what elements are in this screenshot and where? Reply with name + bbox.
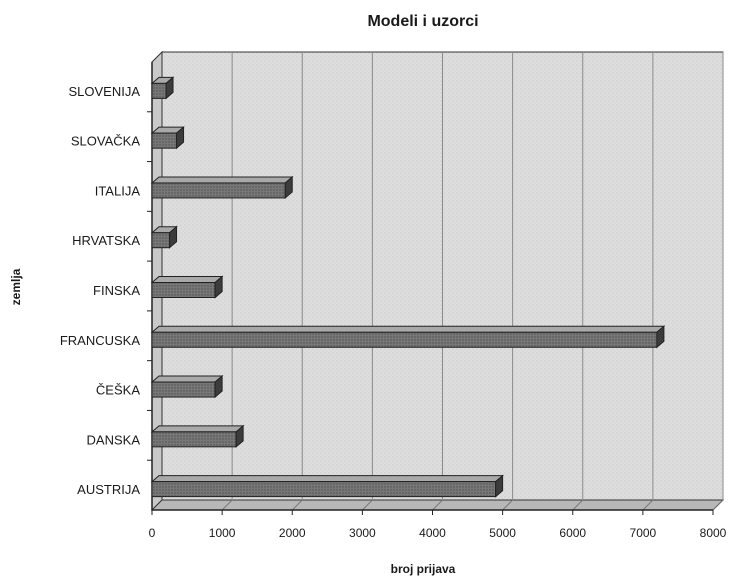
bar-top: [150, 276, 224, 283]
bar: [151, 431, 237, 448]
x-gridline-floor: [502, 499, 513, 511]
bar-end: [214, 275, 223, 299]
bar-top: [150, 425, 245, 433]
x-gridline-floor: [362, 499, 373, 511]
x-tick-label: 5000: [489, 526, 516, 540]
x-tick-label: 8000: [700, 526, 727, 540]
x-tick-label: 4000: [419, 526, 446, 540]
x-gridline-floor: [572, 499, 584, 511]
bar-top: [150, 325, 666, 333]
bar: [151, 232, 171, 249]
bar-end: [235, 424, 244, 448]
x-axis-title: broj prijava: [391, 562, 456, 576]
y-category-label: ČEŠKA: [96, 383, 140, 398]
bar-end: [214, 374, 223, 399]
bar-top: [150, 475, 504, 483]
bar-end: [495, 474, 504, 498]
x-tick-label: 0: [149, 526, 156, 540]
bar-end: [165, 76, 174, 100]
x-gridline-floor: [642, 499, 654, 511]
bar: [151, 182, 286, 199]
y-category-label: SLOVAČKA: [71, 134, 140, 149]
x-tick-label: 1000: [209, 526, 236, 540]
x-gridline-floor: [432, 499, 443, 511]
x-gridline-floor: [221, 499, 233, 511]
bar: [151, 132, 178, 149]
bar: [151, 481, 497, 498]
y-category-label: SLOVENIJA: [68, 84, 140, 99]
y-category-label: AUSTRIJA: [77, 482, 140, 497]
y-category-label: DANSKA: [87, 432, 141, 447]
y-axis-title: zemlja: [9, 268, 23, 305]
bar: [151, 282, 216, 298]
x-tick-label: 3000: [349, 526, 376, 540]
y-category-label: HRVATSKA: [72, 233, 140, 248]
bar: [151, 381, 216, 398]
bar-end: [656, 325, 665, 349]
x-tick-label: 7000: [630, 526, 657, 540]
chart-title: Modeli i uzorci: [367, 13, 478, 30]
bar-top: [150, 375, 224, 383]
y-category-label: FRANCUSKA: [60, 333, 141, 348]
bar: [151, 331, 658, 348]
bar-end: [284, 175, 293, 200]
bar-top: [150, 176, 294, 184]
bar: [151, 82, 167, 99]
x-tick-label: 2000: [279, 526, 306, 540]
bar-end: [176, 126, 185, 150]
y-category-label: ITALIJA: [95, 183, 141, 198]
bar-end: [169, 225, 178, 249]
y-category-label: FINSKA: [93, 283, 140, 298]
x-gridline-floor: [712, 499, 724, 511]
x-tick-label: 6000: [559, 526, 586, 540]
plot-area: 0 1000 2000 3000 4000 5000 6000 7000 8000 SLOVENI…: [60, 50, 727, 540]
x-gridline-floor: [291, 499, 303, 511]
